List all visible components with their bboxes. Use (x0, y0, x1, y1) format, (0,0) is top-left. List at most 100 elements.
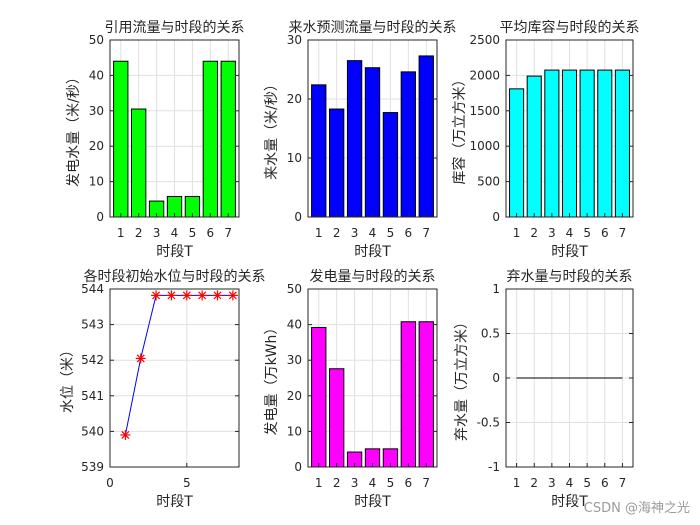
chart-4-ylabel: 水位（米） (60, 343, 76, 413)
chart-3-ytick-label: 1500 (469, 104, 500, 118)
chart-6-ytick-label: -1 (488, 460, 500, 474)
chart-6-xtick-label: 1 (513, 476, 521, 490)
chart-6-xtick-label: 3 (548, 476, 556, 490)
chart-4-ytick-label: 539 (81, 460, 104, 474)
chart-5-bar-7 (418, 321, 434, 468)
chart-3-ytick-label: 2000 (469, 68, 500, 82)
chart-4-xtick-label: 0 (106, 476, 114, 490)
chart-5-ytick-label: 30 (287, 353, 302, 367)
chart-2-xtick-label: 1 (315, 226, 323, 240)
chart-3-bar-3 (544, 69, 560, 218)
chart-4-point-2 (135, 353, 146, 364)
chart-3-ytick-label: 0 (492, 210, 500, 224)
chart-1-ylabel: 发电水量（米/秒） (66, 70, 82, 187)
chart-3-xtick-label: 7 (619, 226, 627, 240)
chart-1-ytick-label: 10 (89, 175, 104, 189)
chart-5-xtick-label: 1 (315, 476, 323, 490)
chart-6-title: 弃水量与时段的关系 (507, 269, 633, 285)
chart-2-ytick-label: 20 (287, 92, 302, 106)
chart-5-xtick-label: 5 (387, 476, 395, 490)
chart-6-ytick-label: 0 (492, 371, 500, 385)
chart-2-bar-4 (364, 67, 381, 218)
chart-4-point-4 (166, 290, 177, 301)
chart-3-bar-6 (597, 69, 613, 218)
chart-4-point-5 (181, 290, 192, 301)
chart-5-ytick-label: 10 (287, 424, 302, 438)
chart-2-ytick-label: 10 (287, 151, 302, 165)
chart-6-ytick-label: -0.5 (477, 416, 500, 430)
chart-1-title: 引用流量与时段的关系 (105, 20, 245, 36)
chart-6-ytick-label: 0.5 (481, 327, 500, 341)
chart-4-ytick-label: 541 (81, 389, 104, 403)
chart-1-xtick-label: 5 (189, 226, 197, 240)
chart-1-bar-2 (131, 108, 147, 218)
chart-4-point-8 (227, 290, 238, 301)
chart-2-ylabel: 来水量（米/秒） (264, 77, 280, 180)
chart-5-xtick-label: 6 (405, 476, 413, 490)
chart-1-xlabel: 时段T (156, 244, 193, 260)
chart-5-ytick-label: 0 (294, 460, 302, 474)
chart-3-bar-5 (579, 69, 595, 218)
chart-1-xtick-label: 3 (153, 226, 161, 240)
chart-6-xlabel: 时段T (551, 494, 588, 510)
chart-2-xtick-label: 6 (405, 226, 413, 240)
chart-3-panel: 0 500 1000 1500 2000 2500 1 2 3 4 5 6 7 平均库容与时段的关系时段T… (451, 19, 640, 260)
chart-4-xtick-label: 5 (183, 476, 191, 490)
chart-1-ytick-label: 40 (89, 68, 104, 82)
chart-5-ytick-label: 20 (287, 389, 302, 403)
chart-1-xtick-label: 7 (224, 226, 232, 240)
chart-1-bar-7 (220, 60, 236, 218)
chart-3-bar-1 (509, 88, 525, 218)
chart-2-bar-3 (346, 60, 363, 218)
chart-2-bar-1 (311, 84, 327, 218)
chart-3-xtick-label: 6 (601, 226, 609, 240)
chart-5-xlabel: 时段T (354, 494, 391, 510)
chart-2-xtick-label: 7 (422, 226, 430, 240)
chart-2-xtick-label: 4 (369, 226, 377, 240)
chart-3-xtick-label: 5 (583, 226, 591, 240)
chart-5-xtick-label: 3 (351, 476, 359, 490)
chart-1-xtick-label: 6 (207, 226, 215, 240)
chart-4-ytick-label: 543 (81, 318, 104, 332)
chart-4-point-3 (151, 290, 162, 301)
chart-2-ytick-label: 0 (294, 210, 302, 224)
chart-3-xtick-label: 3 (548, 226, 556, 240)
chart-4-title: 各时段初始水位与时段的关系 (84, 268, 266, 285)
chart-2-title: 来水预测流量与时段的关系 (289, 20, 457, 36)
chart-1-xtick-label: 1 (117, 226, 125, 240)
chart-1-bar-6 (202, 60, 219, 218)
chart-4-axes-box (109, 288, 240, 468)
chart-5-xtick-label: 4 (369, 476, 377, 490)
chart-3-xtick-label: 4 (566, 226, 574, 240)
chart-5-xtick-label: 7 (422, 476, 430, 490)
chart-1-ytick-label: 30 (89, 104, 104, 118)
chart-2-bar-7 (418, 55, 434, 218)
chart-6-xtick-label: 5 (583, 476, 591, 490)
chart-4-point-7 (212, 290, 223, 301)
chart-5-ytick-label: 50 (287, 282, 302, 296)
chart-3-xtick-label: 2 (530, 226, 538, 240)
chart-3-ylabel: 库容（万立方米） (451, 73, 468, 185)
chart-6-xtick-label: 6 (601, 476, 609, 490)
chart-2-xlabel: 时段T (354, 244, 391, 260)
chart-6-xtick-label: 7 (619, 476, 627, 490)
chart-2-bar-5 (382, 112, 399, 218)
chart-2-xtick-label: 2 (333, 226, 341, 240)
chart-5-xtick-label: 2 (333, 476, 341, 490)
chart-6-xtick-label: 2 (530, 476, 538, 490)
chart-3-ytick-label: 1000 (469, 139, 500, 153)
chart-1-ytick-label: 50 (89, 33, 104, 47)
chart-6-ylabel: 弃水量（万立方米） (454, 315, 470, 441)
chart-1-ytick-label: 0 (96, 210, 104, 224)
chart-4-ytick-label: 540 (81, 424, 104, 438)
chart-5-bar-2 (329, 368, 345, 468)
chart-1-xtick-label: 4 (171, 226, 179, 240)
chart-2-bar-6 (400, 71, 416, 218)
chart-5-ytick-label: 40 (287, 318, 302, 332)
chart-3-bar-4 (561, 69, 578, 218)
